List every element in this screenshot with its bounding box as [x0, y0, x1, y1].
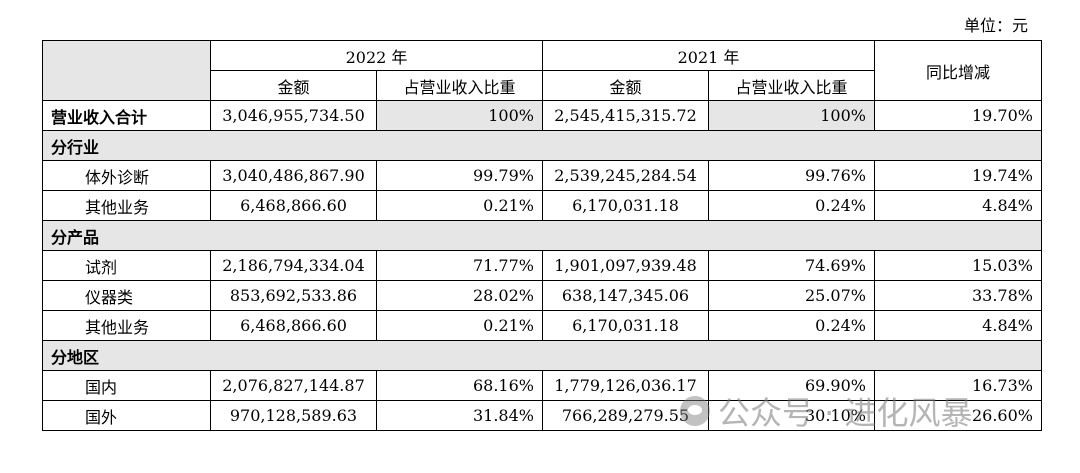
row-label: 其他业务: [42, 190, 211, 221]
total-amount-2021: 2,545,415,315.72: [542, 100, 709, 131]
cell-ratio-2022: 68.16%: [376, 370, 543, 401]
cell-yoy: 4.84%: [874, 190, 1042, 221]
cell-yoy: 16.73%: [874, 370, 1042, 401]
table-row: 体外诊断 3,040,486,867.90 99.79% 2,539,245,284.…: [42, 160, 1042, 191]
table-row: 其他业务 6,468,866.60 0.21% 6,170,031.18 0.24% 4.…: [42, 310, 1042, 341]
header-row-columns: 金额 占营业收入比重 金额 占营业收入比重: [43, 70, 1042, 101]
total-label: 营业收入合计: [42, 100, 211, 131]
table-row: 国外 970,128,589.63 31.84% 766,289,279.55 30.1…: [42, 400, 1042, 431]
cell-yoy: 15.03%: [874, 250, 1042, 281]
header-yoy: 同比增减: [874, 40, 1042, 101]
section-title: 分地区: [42, 340, 1042, 371]
cell-yoy: 33.78%: [874, 280, 1042, 311]
table-row: 国内 2,076,827,144.87 68.16% 1,779,126,036.17…: [42, 370, 1042, 401]
section-title: 分产品: [42, 220, 1042, 251]
cell-amount-2022: 2,076,827,144.87: [210, 370, 377, 401]
cell-ratio-2022: 0.21%: [376, 190, 543, 221]
header-amount-2022: 金额: [210, 70, 377, 101]
total-ratio-2021: 100%: [708, 100, 875, 131]
cell-ratio-2022: 71.77%: [376, 250, 543, 281]
cell-amount-2022: 6,468,866.60: [210, 190, 377, 221]
total-yoy: 19.70%: [874, 100, 1042, 131]
row-label: 国内: [42, 370, 211, 401]
total-amount-2022: 3,046,955,734.50: [210, 100, 377, 131]
cell-amount-2021: 1,779,126,036.17: [542, 370, 709, 401]
cell-ratio-2022: 28.02%: [376, 280, 543, 311]
header-ratio-2021: 占营业收入比重: [708, 70, 875, 101]
cell-ratio-2022: 99.79%: [376, 160, 543, 191]
cell-ratio-2021: 99.76%: [708, 160, 875, 191]
header-ratio-2022: 占营业收入比重: [376, 70, 543, 101]
cell-ratio-2021: 30.10%: [708, 400, 875, 431]
row-label: 体外诊断: [42, 160, 211, 191]
cell-amount-2022: 6,468,866.60: [210, 310, 377, 341]
cell-yoy: 26.60%: [874, 400, 1042, 431]
cell-amount-2022: 2,186,794,334.04: [210, 250, 377, 281]
row-label: 国外: [42, 400, 211, 431]
row-label: 仪器类: [42, 280, 211, 311]
cell-ratio-2021: 0.24%: [708, 310, 875, 341]
cell-ratio-2021: 74.69%: [708, 250, 875, 281]
table-row: 仪器类 853,692,533.86 28.02% 638,147,345.06 25.…: [42, 280, 1042, 311]
cell-amount-2021: 2,539,245,284.54: [542, 160, 709, 191]
cell-amount-2022: 853,692,533.86: [210, 280, 377, 311]
cell-amount-2021: 766,289,279.55: [542, 400, 709, 431]
header-amount-2021: 金额: [542, 70, 709, 101]
cell-ratio-2021: 0.24%: [708, 190, 875, 221]
revenue-table: 2022 年 2021 年 同比增减 金额 占营业收入比重 金额 占营业收入比重…: [42, 40, 1042, 431]
cell-amount-2021: 6,170,031.18: [542, 310, 709, 341]
cell-yoy: 19.74%: [874, 160, 1042, 191]
section-title: 分行业: [42, 130, 1042, 161]
cell-amount-2021: 6,170,031.18: [542, 190, 709, 221]
table-row: 试剂 2,186,794,334.04 71.77% 1,901,097,939.48…: [42, 250, 1042, 281]
cell-ratio-2021: 25.07%: [708, 280, 875, 311]
cell-amount-2022: 970,128,589.63: [210, 400, 377, 431]
section-row: 分产品: [42, 220, 1042, 251]
cell-ratio-2022: 31.84%: [376, 400, 543, 431]
cell-yoy: 4.84%: [874, 310, 1042, 341]
header-corner: [42, 40, 211, 101]
cell-amount-2021: 1,901,097,939.48: [542, 250, 709, 281]
row-label: 其他业务: [42, 310, 211, 341]
row-label: 试剂: [42, 250, 211, 281]
cell-ratio-2022: 0.21%: [376, 310, 543, 341]
cell-amount-2021: 638,147,345.06: [542, 280, 709, 311]
header-year-2021: 2021 年: [542, 40, 875, 71]
total-ratio-2022: 100%: [376, 100, 543, 131]
total-row: 营业收入合计 3,046,955,734.50 100% 2,545,415,3…: [42, 100, 1042, 131]
header-row-years: 2022 年 2021 年 同比增减: [42, 40, 1042, 101]
unit-note: 单位：元: [963, 16, 1028, 35]
cell-ratio-2021: 69.90%: [708, 370, 875, 401]
table-row: 其他业务 6,468,866.60 0.21% 6,170,031.18 0.24% 4.…: [42, 190, 1042, 221]
section-row: 分行业: [42, 130, 1042, 161]
section-row: 分地区: [42, 340, 1042, 371]
cell-amount-2022: 3,040,486,867.90: [210, 160, 377, 191]
header-year-2022: 2022 年: [210, 40, 543, 71]
